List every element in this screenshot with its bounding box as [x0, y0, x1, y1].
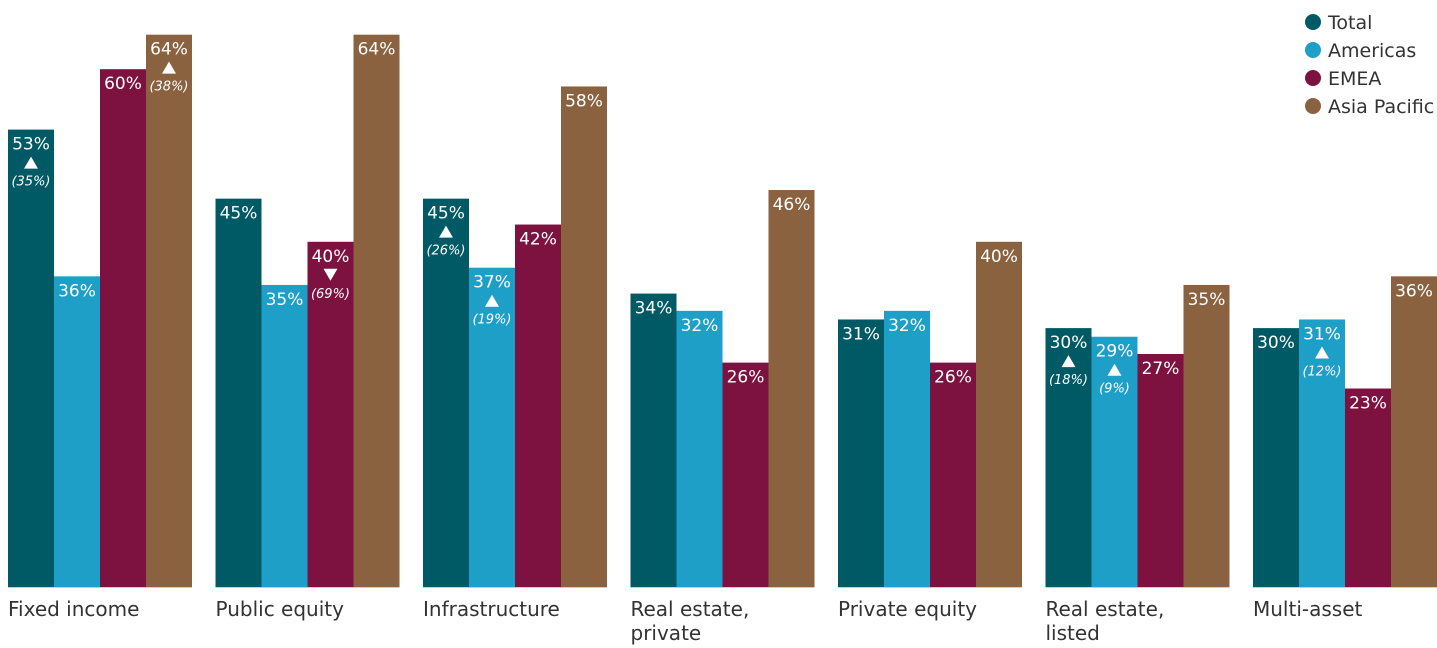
bar-value-label: 60% — [104, 74, 142, 94]
legend-swatch-icon — [1305, 98, 1321, 114]
change-label: (26%) — [426, 244, 465, 259]
triangle-up-icon — [24, 156, 38, 169]
bar-value-label: 26% — [934, 368, 972, 388]
bar-value-label: 31% — [842, 324, 880, 344]
bar-value-label: 45% — [427, 204, 465, 224]
bar-value-label: 30% — [1257, 333, 1295, 353]
bar-value-label: 42% — [519, 230, 557, 250]
bar-value-label: 35% — [266, 290, 304, 310]
bar-value-label: 35% — [1188, 290, 1226, 310]
category-label: Fixed income — [8, 597, 139, 621]
bar-total-0 — [8, 129, 54, 588]
triangle-up-icon — [1061, 355, 1076, 368]
bar-value-label: 36% — [1395, 281, 1433, 301]
bar-value-label: 26% — [727, 368, 765, 388]
bars-layer — [8, 34, 1437, 588]
bar-value-label: 27% — [1142, 359, 1180, 379]
bar-total-3 — [630, 293, 677, 587]
bar-value-label: 58% — [565, 91, 603, 111]
bar-value-label: 37% — [473, 273, 511, 293]
category-label: Real estate, — [1046, 597, 1165, 621]
bar-value-label: 53% — [12, 135, 50, 155]
labels-layer: 53% (35%) 36% 60% 64% (38%) 45% 35% 40% (69%) 64% 4… — [11, 40, 1432, 414]
triangle-up-icon — [439, 225, 453, 238]
bar-value-label: 64% — [358, 40, 396, 60]
bar-value-label: 32% — [888, 316, 926, 336]
bar-value-label: 23% — [1349, 394, 1387, 414]
category-label: Multi-asset — [1253, 597, 1363, 621]
bar-value-label: 34% — [635, 299, 673, 319]
bar-value-label: 31% — [1303, 324, 1341, 344]
bar-americas-2 — [469, 267, 515, 587]
bar-asia-pacific-5 — [1183, 284, 1230, 587]
bar-asia-pacific-2 — [561, 86, 607, 588]
triangle-up-icon — [1315, 346, 1329, 359]
legend-entry-label: Americas — [1328, 40, 1416, 62]
category-label: Private equity — [838, 597, 977, 621]
category-label: Real estate, — [631, 597, 750, 621]
category-label: private — [631, 621, 702, 645]
triangle-up-icon — [162, 61, 176, 74]
bar-value-label: 40% — [312, 247, 350, 267]
bar-emea-3 — [722, 362, 769, 587]
legend-entry-label: Total — [1327, 12, 1372, 34]
bar-emea-4 — [930, 362, 976, 587]
bar-americas-5 — [1091, 336, 1138, 587]
bar-americas-6 — [1299, 319, 1345, 587]
bar-value-label: 46% — [773, 195, 811, 215]
bar-emea-1 — [307, 241, 354, 588]
bar-value-label: 64% — [150, 40, 188, 60]
legend-swatch-icon — [1305, 70, 1321, 86]
bar-americas-3 — [676, 310, 723, 587]
bar-total-1 — [215, 198, 262, 587]
bar-value-label: 29% — [1096, 342, 1134, 362]
bar-americas-0 — [54, 276, 100, 587]
bar-asia-pacific-0 — [146, 34, 192, 588]
bar-value-label: 36% — [58, 281, 96, 301]
change-label: (12%) — [1302, 364, 1341, 379]
bar-emea-5 — [1137, 353, 1184, 587]
bar-americas-4 — [884, 310, 930, 587]
bar-total-6 — [1253, 328, 1299, 587]
bar-total-5 — [1045, 328, 1092, 587]
bar-asia-pacific-6 — [1391, 276, 1437, 587]
triangle-up-icon — [1107, 363, 1122, 376]
triangle-down-icon — [323, 268, 338, 281]
change-label: (18%) — [1049, 373, 1088, 388]
bar-emea-0 — [100, 69, 146, 587]
legend: Total Americas EMEA Asia Pacific — [1305, 12, 1434, 118]
category-label: Infrastructure — [423, 597, 560, 621]
change-label: (35%) — [11, 175, 50, 190]
bar-asia-pacific-1 — [353, 34, 400, 588]
category-label: Public equity — [216, 597, 345, 621]
legend-swatch-icon — [1305, 42, 1321, 58]
change-label: (19%) — [472, 313, 511, 328]
bar-total-4 — [838, 319, 884, 587]
bar-emea-2 — [515, 224, 561, 588]
bar-asia-pacific-4 — [976, 241, 1022, 588]
bar-emea-6 — [1345, 388, 1391, 587]
change-label: (69%) — [311, 287, 350, 302]
bar-americas-1 — [261, 284, 308, 587]
bar-value-label: 40% — [980, 247, 1018, 267]
change-label: (38%) — [149, 80, 188, 95]
category-label: listed — [1046, 621, 1100, 645]
legend-entry-label: EMEA — [1328, 68, 1381, 90]
legend-entry-label: Asia Pacific — [1328, 96, 1434, 118]
legend-swatch-icon — [1305, 14, 1321, 30]
bar-total-2 — [423, 198, 469, 587]
change-label: (9%) — [1099, 382, 1130, 397]
triangle-up-icon — [485, 294, 499, 307]
category-axis-labels: Fixed income Public equity Infrastructure R… — [8, 597, 1363, 645]
bar-value-label: 45% — [220, 204, 258, 224]
bar-value-label: 30% — [1050, 333, 1088, 353]
bar-asia-pacific-3 — [768, 190, 815, 587]
bar-value-label: 32% — [681, 316, 719, 336]
